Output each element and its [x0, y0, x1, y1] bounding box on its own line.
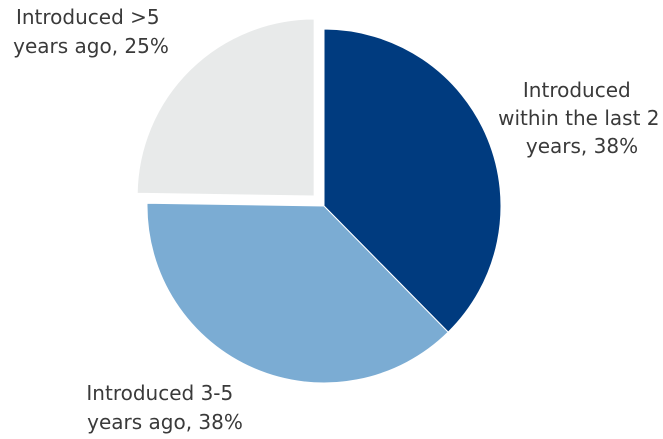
- pie-slice-last-2-years: [323, 28, 502, 333]
- slice-label-last-2-years: Introduced within the last 2 years, 38%: [498, 78, 663, 158]
- pie-slice-over-5-years: [136, 18, 315, 197]
- pie-slice-3-5-years: [146, 202, 449, 384]
- slice-label-over-5-years: Introduced >5 years ago, 25%: [13, 5, 169, 58]
- slice-label-3-5-years: Introduced 3-5 years ago, 38%: [86, 381, 242, 434]
